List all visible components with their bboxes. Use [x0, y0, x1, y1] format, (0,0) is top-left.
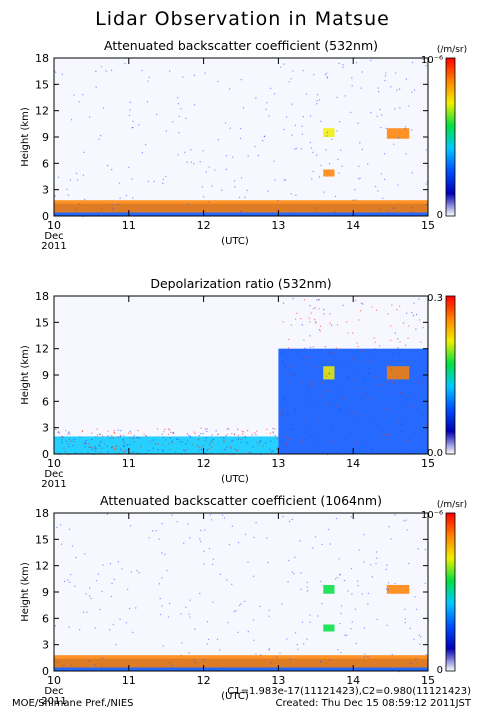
colorbar-min-label: 0.0 — [427, 448, 443, 459]
x-tick-label: 11 — [122, 457, 136, 470]
x-tick-label: 12 — [197, 674, 211, 687]
y-tick-label: 3 — [42, 184, 49, 197]
y-tick-label: 15 — [35, 533, 49, 546]
colorbar-max-label: 10⁻⁶ — [421, 510, 443, 521]
speckle-noise — [55, 297, 429, 456]
x-tick-label: 13 — [271, 674, 285, 687]
colorbar-unit-label: (/m/sr) — [437, 45, 467, 55]
heatmap-cell — [386, 128, 410, 139]
heatmap-cell — [54, 436, 279, 454]
y-tick-label: 18 — [35, 290, 49, 303]
colorbar — [445, 295, 456, 455]
panel-title: Depolarization ratio (532nm) — [150, 276, 331, 291]
depolarization-532-panel: Depolarization ratio (532nm) 0 3 6 9 12 15 18 He… — [20, 276, 456, 490]
colorbar-max-label: 10⁻⁶ — [421, 55, 443, 66]
heatmap-cell — [54, 200, 428, 213]
y-tick-label: 3 — [42, 422, 49, 435]
x-tick-label: 11 — [122, 674, 136, 687]
colorbar-unit-label: (/m/sr) — [437, 500, 467, 510]
y-tick-label: 12 — [35, 105, 49, 118]
x-month-label: Dec — [44, 686, 63, 697]
colorbar-min-label: 0 — [437, 210, 443, 221]
plot-area — [54, 513, 428, 671]
y-axis-label: Height (km) — [20, 345, 31, 405]
colorbar-max-label: 0.3 — [427, 293, 443, 304]
x-tick-label: 13 — [271, 457, 285, 470]
y-axis-label: Height (km) — [20, 562, 31, 622]
x-tick-label: 15 — [421, 457, 435, 470]
colorbar — [445, 57, 456, 217]
heatmap-cell — [386, 366, 410, 380]
created-timestamp: Created: Thu Dec 15 08:59:12 2011JST — [275, 698, 471, 709]
x-tick-label: 14 — [346, 219, 360, 232]
x-tick-label: 10 — [47, 457, 61, 470]
speckle-noise — [54, 58, 428, 217]
x-tick-label: 12 — [197, 219, 211, 232]
heatmap-cell — [386, 584, 410, 594]
backscatter-1064-panel: Attenuated backscatter coefficient (1064… — [20, 493, 467, 707]
speckle-noise — [54, 513, 429, 673]
x-year-label: 2011 — [41, 241, 66, 252]
calibration-text: C1=1.983e-17(11121423),C2=0.980(11121423… — [227, 686, 471, 697]
y-tick-label: 9 — [42, 586, 49, 599]
y-tick-label: 0 — [42, 210, 49, 223]
heatmap-cell — [323, 584, 335, 594]
heatmap-cell — [323, 128, 335, 137]
x-tick-label: 12 — [197, 457, 211, 470]
y-tick-label: 18 — [35, 507, 49, 520]
footer-info: C1=1.983e-17(11121423),C2=0.980(11121423… — [227, 686, 471, 710]
heatmap-cell — [54, 655, 428, 668]
y-tick-label: 12 — [35, 560, 49, 573]
x-tick-label: 14 — [346, 674, 360, 687]
plot-area — [54, 58, 428, 216]
y-tick-label: 0 — [42, 448, 49, 461]
y-tick-label: 12 — [35, 343, 49, 356]
y-tick-label: 9 — [42, 131, 49, 144]
x-axis-label: (UTC) — [221, 236, 249, 247]
y-tick-label: 3 — [42, 639, 49, 652]
heatmap-cell — [278, 348, 428, 454]
x-tick-label: 10 — [47, 219, 61, 232]
y-tick-label: 6 — [42, 612, 49, 625]
x-axis-label: (UTC) — [221, 474, 249, 485]
heatmap-cell — [323, 169, 335, 177]
x-tick-label: 14 — [346, 457, 360, 470]
colorbar — [445, 512, 456, 672]
panel-title: Attenuated backscatter coefficient (1064… — [100, 493, 382, 508]
y-tick-label: 0 — [42, 665, 49, 678]
x-tick-label: 11 — [122, 219, 136, 232]
x-year-label: 2011 — [41, 696, 66, 707]
x-tick-label: 15 — [421, 674, 435, 687]
x-tick-label: 13 — [271, 219, 285, 232]
y-tick-label: 15 — [35, 78, 49, 91]
backscatter-532-panel: Attenuated backscatter coefficient (532n… — [20, 38, 467, 252]
heatmap-cell — [323, 624, 335, 632]
x-axis-label: (UTC) — [221, 691, 249, 702]
x-year-label: 2011 — [41, 479, 66, 490]
page-title: Lidar Observation in Matsue — [95, 8, 390, 30]
source-credit: MOE/Shimane Pref./NIES — [12, 698, 134, 709]
colorbar-min-label: 0 — [437, 665, 443, 676]
y-axis-label: Height (km) — [20, 107, 31, 167]
y-tick-label: 15 — [35, 316, 49, 329]
panel-title: Attenuated backscatter coefficient (532n… — [104, 38, 378, 53]
x-month-label: Dec — [44, 231, 63, 242]
x-month-label: Dec — [44, 469, 63, 480]
y-tick-label: 9 — [42, 369, 49, 382]
x-tick-label: 15 — [421, 219, 435, 232]
x-tick-label: 10 — [47, 674, 61, 687]
y-tick-label: 6 — [42, 157, 49, 170]
y-tick-label: 6 — [42, 395, 49, 408]
y-tick-label: 18 — [35, 52, 49, 65]
